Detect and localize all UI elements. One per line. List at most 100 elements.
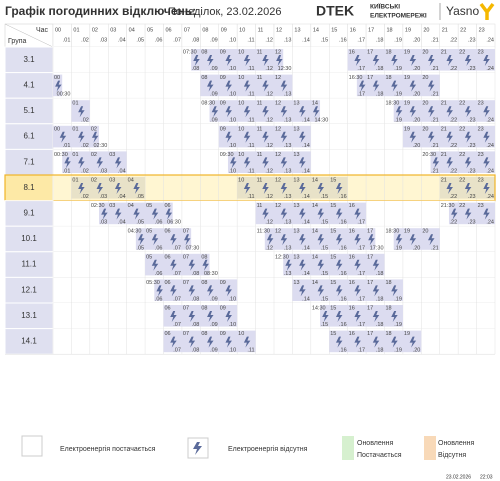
cell-to: .24 [486, 220, 494, 226]
cell-to: .07 [173, 245, 181, 251]
partner: Yasno [446, 4, 479, 18]
cell-to: .10 [229, 348, 237, 354]
row-bg [5, 303, 495, 329]
cell-to: 06:30 [167, 220, 181, 226]
outage-icon [372, 55, 380, 66]
cell-from: 05:30 [146, 280, 160, 286]
cell-to: .19 [394, 66, 402, 72]
outage-icon [280, 234, 288, 246]
cell-to: .23 [468, 117, 476, 123]
cell-to: .06 [155, 245, 163, 251]
outage-icon [317, 259, 325, 271]
outage-icon [358, 80, 366, 92]
cell-from: 13 [293, 177, 299, 183]
outage-icon [483, 208, 490, 220]
outage-icon [391, 336, 398, 348]
cell-from: 21 [441, 126, 447, 132]
cell-from: 04 [128, 177, 134, 183]
outage-icon [280, 106, 288, 118]
outage-icon [335, 285, 343, 297]
group-cell [4, 225, 54, 253]
outage-icon [230, 157, 237, 169]
cell-to: .19 [394, 348, 402, 354]
cell-to: .16 [339, 220, 347, 226]
cell-from: 21:30 [441, 203, 455, 209]
cell-from: 00 [54, 75, 60, 81]
cell-from: 19 [404, 331, 410, 337]
cell-to: .06 [155, 271, 163, 277]
cell-to: .17 [357, 348, 365, 354]
outage-icon [354, 259, 361, 271]
cell-to: .01 [63, 143, 71, 149]
cell-from: 05 [146, 254, 152, 260]
outage-icon [262, 80, 269, 92]
outage [356, 74, 440, 97]
legend-label: Оновлення [438, 440, 474, 447]
outage-icon [409, 80, 417, 92]
outage-icon [368, 234, 375, 246]
cell-from: 12 [275, 229, 281, 235]
cell-to: .09 [210, 66, 218, 72]
cell-from: 10 [238, 126, 244, 132]
outage [145, 253, 210, 276]
hour-to: .13 [284, 37, 292, 43]
cell-to: .17 [357, 322, 365, 328]
cell-to: .14 [302, 194, 310, 200]
hour-from: 00 [55, 27, 61, 33]
cell-to: .16 [339, 348, 347, 354]
cell-to: .03 [100, 194, 108, 200]
cell-from: 02:30 [91, 203, 105, 209]
cell-from: 19 [404, 101, 410, 107]
outage [430, 151, 495, 173]
hour-to: .01 [63, 37, 71, 43]
cell-from: 07 [183, 305, 189, 311]
outage-icon [335, 183, 343, 194]
cell-to: .12 [265, 117, 273, 123]
cell-to: .21 [431, 245, 439, 251]
outage-icon [114, 157, 122, 169]
cell-from: 00:30 [54, 152, 68, 158]
outage [53, 125, 100, 148]
outage [237, 177, 348, 199]
cell-to: .19 [394, 92, 402, 98]
cell-to: .05 [136, 245, 144, 251]
cell-from: 23 [478, 203, 484, 209]
cell-from: 22 [459, 152, 465, 158]
outage-icon [101, 208, 108, 220]
cell-from: 12 [275, 126, 281, 132]
cell-from: 11:30 [257, 229, 270, 235]
cell-to: .14 [302, 245, 310, 251]
outage-icon [225, 336, 232, 348]
cell-from: 07:30 [183, 49, 197, 55]
brand-sub: КИЇВСЬКІ [370, 3, 400, 11]
group-cell [4, 200, 54, 227]
cell-to: .04 [118, 168, 126, 174]
cell-from: 14 [312, 101, 318, 107]
outage-icon [165, 208, 173, 220]
cell-to: .20 [413, 66, 421, 72]
hour-from: 21 [442, 27, 448, 33]
cell-from: 17 [367, 305, 373, 311]
cell-from: 09 [220, 49, 226, 55]
cell-to: .07 [173, 322, 181, 328]
cell-from: 08 [201, 280, 207, 286]
footer-time: 22:03 [480, 474, 493, 480]
hour-to: .15 [321, 37, 329, 43]
cell-to: .24 [486, 143, 494, 149]
cell-from: 11 [257, 101, 263, 107]
outage-icon [207, 311, 214, 322]
cell-from: 17 [367, 254, 373, 260]
cell-to: .05 [136, 194, 144, 200]
hour-to: .05 [136, 37, 144, 43]
outage-icon [188, 259, 196, 271]
cell-from: 10 [238, 49, 244, 55]
cell-to: .02 [81, 117, 89, 123]
cell-to: .07 [173, 271, 181, 277]
hour-from: 15 [331, 27, 337, 33]
group-name: 4.1 [23, 81, 35, 90]
cell-from: 18 [386, 305, 392, 311]
outage-icon [243, 183, 251, 194]
hour-from: 02 [92, 27, 98, 33]
cell-to: .12 [265, 168, 273, 174]
